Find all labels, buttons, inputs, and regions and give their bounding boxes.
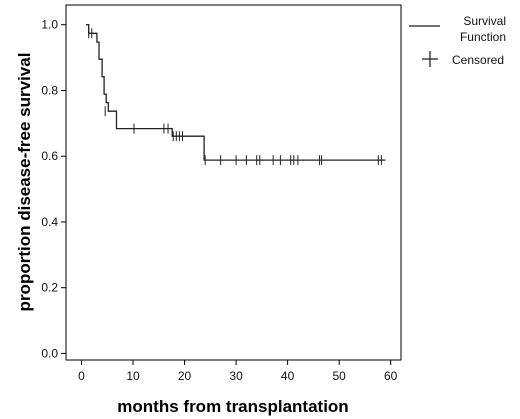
plot-frame [65, 4, 402, 361]
legend-survival-label-line2: Function [460, 30, 506, 44]
x-axis: 0 10 20 30 40 50 60 [78, 360, 398, 383]
x-tick-label: 30 [229, 369, 243, 383]
x-tick-label: 0 [78, 369, 85, 383]
legend-survival-label-line1: Survival [463, 14, 506, 28]
y-tick-label: 0.8 [41, 83, 58, 97]
censor-marks [88, 28, 382, 166]
x-tick-label: 60 [384, 369, 398, 383]
y-axis-title: proportion disease-free survival [15, 53, 34, 312]
legend-censored-label: Censored [452, 53, 504, 67]
legend: Survival Function Censored [409, 14, 506, 67]
y-tick-label: 1.0 [41, 18, 58, 32]
y-tick-label: 0.4 [41, 215, 58, 229]
y-axis: 0.0 0.2 0.4 0.6 0.8 1.0 [41, 18, 66, 360]
x-axis-title: months from transplantation [117, 397, 348, 416]
x-tick-label: 20 [178, 369, 192, 383]
legend-censor-icon [422, 51, 438, 67]
y-tick-label: 0.6 [41, 149, 58, 163]
y-tick-label: 0.2 [41, 281, 58, 295]
x-tick-label: 10 [126, 369, 140, 383]
survival-function-line [86, 24, 386, 161]
y-tick-label: 0.0 [41, 346, 58, 360]
x-tick-label: 50 [332, 369, 346, 383]
x-tick-label: 40 [281, 369, 295, 383]
